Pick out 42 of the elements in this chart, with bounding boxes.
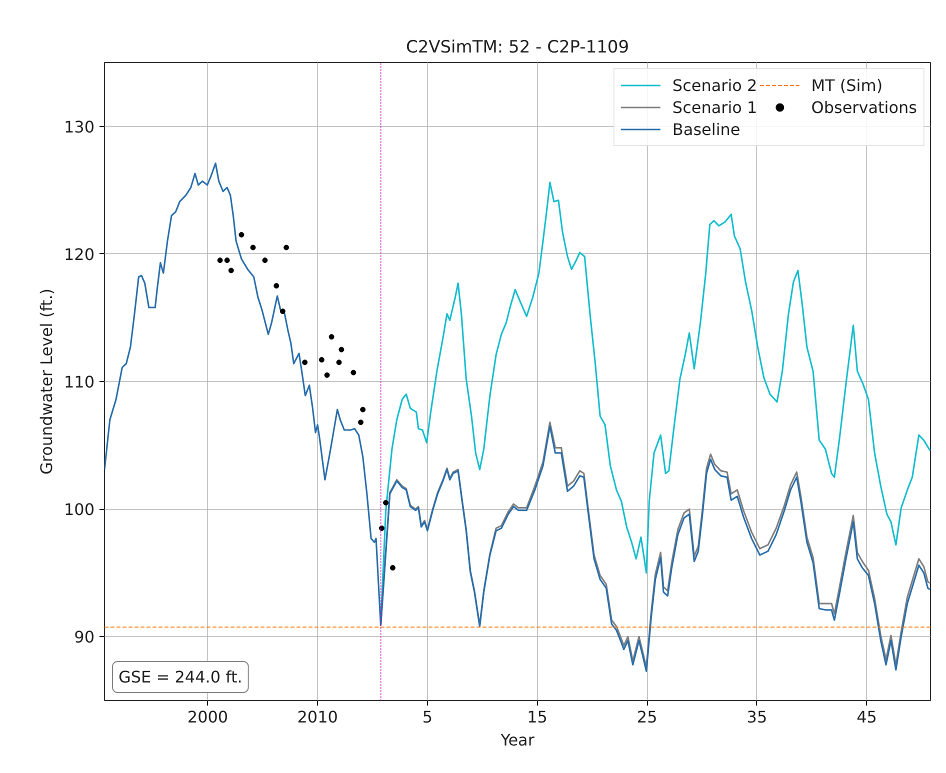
legend-label: Observations: [811, 97, 917, 117]
annotation: GSE = 244.0 ft.: [118, 668, 242, 686]
x-tick-label: 2000: [187, 708, 228, 726]
y-tick-label: 90: [74, 628, 94, 647]
x2-tick-label: 5: [422, 708, 433, 726]
x2-tick-label: 15: [527, 708, 548, 726]
legend-label: MT (Sim): [811, 75, 883, 95]
point: [390, 565, 396, 571]
point: [350, 370, 356, 376]
y-tick-label: 110: [64, 372, 95, 392]
x2-tick-label: 35: [746, 708, 768, 726]
point: [318, 357, 324, 363]
x-tick-label: 2010: [297, 708, 338, 726]
point: [217, 258, 223, 264]
point: [336, 360, 342, 366]
point: [250, 244, 256, 250]
y-tick-label: 130: [64, 117, 95, 136]
y-tick-label: 100: [64, 500, 95, 520]
point: [358, 420, 364, 426]
point: [262, 258, 268, 264]
point: [284, 244, 290, 250]
x2-tick-label: 45: [856, 708, 877, 726]
point: [328, 334, 334, 340]
point: [224, 258, 230, 264]
point: [280, 308, 286, 314]
point: [324, 372, 330, 378]
legend-label: Baseline: [672, 119, 740, 139]
point: [338, 346, 344, 352]
point: [302, 360, 308, 366]
x2-tick-label: 25: [636, 708, 658, 726]
point: [274, 283, 280, 289]
point: [228, 268, 234, 274]
x-axis-title: Year: [500, 730, 535, 750]
point: [360, 406, 366, 412]
point: [383, 500, 389, 506]
point: [238, 232, 244, 238]
y-tick-label: 120: [64, 244, 95, 264]
legend-label: Scenario 2: [672, 75, 758, 95]
y-axis-title: Groundwater Level (ft.): [36, 288, 56, 475]
line-series: [104, 162, 930, 672]
legend-label: Scenario 1: [672, 97, 758, 117]
chart-title: C2VSimTM: 52 - C2P-1109: [406, 38, 630, 58]
